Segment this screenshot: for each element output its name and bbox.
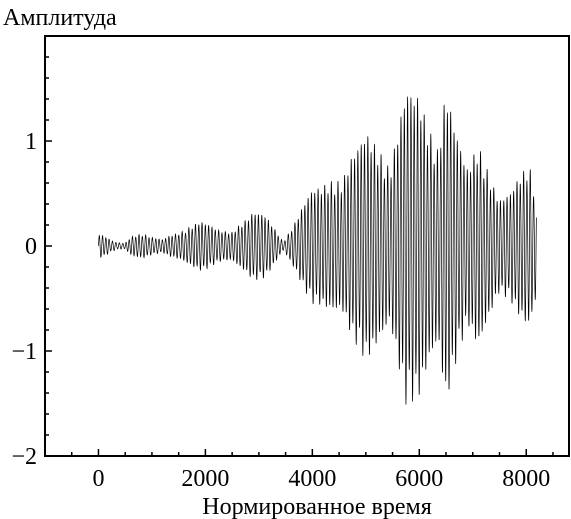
- x-tick-label: 8000: [502, 466, 550, 492]
- plot-area: [44, 35, 570, 457]
- y-tick-label: 1: [25, 129, 37, 155]
- x-tick-label: 4000: [288, 466, 336, 492]
- y-axis-title: Амплитуда: [3, 5, 117, 31]
- x-tick-label: 2000: [181, 466, 229, 492]
- x-tick-label: 6000: [395, 466, 443, 492]
- y-tick-label: −2: [11, 444, 37, 470]
- y-tick-label: 0: [25, 234, 37, 260]
- y-tick-label: −1: [11, 339, 37, 365]
- x-axis-ticks: 0 2000 4000 6000 8000: [70, 449, 554, 492]
- x-axis-title: Нормированное время: [202, 494, 432, 519]
- x-tick-label: 0: [92, 466, 104, 492]
- waveform-line: [98, 96, 537, 405]
- y-axis-ticks: −2 −1 0 1: [11, 35, 52, 470]
